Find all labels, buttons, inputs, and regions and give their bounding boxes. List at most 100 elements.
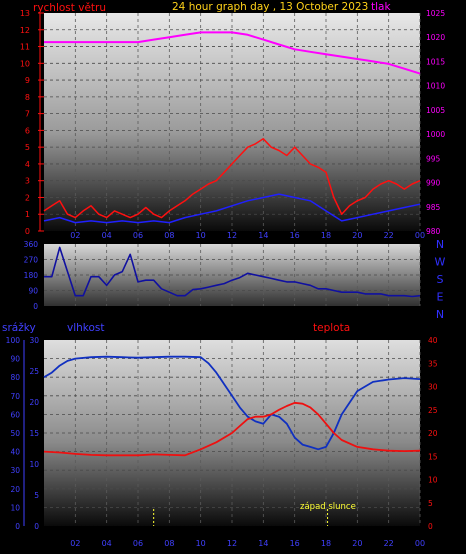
y-tick-label-rain: 20 bbox=[10, 485, 20, 494]
compass-label: W bbox=[435, 256, 446, 269]
x-tick-label: 14 bbox=[258, 539, 268, 548]
series-line-wind bbox=[43, 138, 421, 219]
x-tick-label: 00 bbox=[415, 539, 425, 548]
y-tick-label-temperature: 25 bbox=[428, 406, 438, 415]
y-tick-label-pressure: 1000 bbox=[426, 130, 445, 139]
y-tick-label-rain: 100 bbox=[6, 336, 21, 345]
rain-label: srážky bbox=[2, 322, 36, 334]
x-tick-label: 06 bbox=[133, 231, 143, 240]
x-tick-label: 04 bbox=[102, 231, 112, 240]
y-tick-label-humidity: 15 bbox=[29, 429, 39, 438]
compass-label: N bbox=[436, 308, 444, 321]
y-tick-label-humidity: 20 bbox=[29, 398, 39, 407]
pressure-label: tlak bbox=[371, 1, 391, 13]
x-tick-label: 12 bbox=[227, 231, 237, 240]
chart-title: 24 hour graph day , 13 October 2023 bbox=[172, 1, 368, 13]
y-tick-label-pressure: 1010 bbox=[426, 82, 445, 91]
y-tick-label-humidity: 5 bbox=[34, 491, 39, 500]
y-tick-label-wind: 2 bbox=[25, 193, 30, 202]
x-tick-label: 00 bbox=[415, 231, 425, 240]
x-tick-label: 08 bbox=[164, 231, 174, 240]
y-tick-label-humidity: 0 bbox=[34, 522, 39, 531]
x-tick-label: 06 bbox=[133, 539, 143, 548]
x-tick-label: 04 bbox=[102, 539, 112, 548]
y-tick-label-direction: 90 bbox=[28, 287, 38, 296]
wind-speed-label: rychlost větru bbox=[33, 2, 106, 14]
y-tick-label-wind: 12 bbox=[20, 26, 30, 35]
y-tick-label-pressure: 1020 bbox=[426, 33, 445, 42]
series-line-temperature bbox=[43, 401, 421, 457]
y-tick-label-temperature: 15 bbox=[428, 452, 438, 461]
series-line-pressure bbox=[44, 31, 421, 75]
x-tick-label: 12 bbox=[227, 539, 237, 548]
y-tick-label-direction: 0 bbox=[33, 302, 38, 311]
y-tick-label-temperature: 30 bbox=[428, 383, 438, 392]
x-tick-label: 18 bbox=[321, 231, 331, 240]
x-tick-label: 18 bbox=[321, 539, 331, 548]
compass-label: N bbox=[436, 238, 444, 251]
y-tick-label-wind: 13 bbox=[20, 9, 30, 18]
y-tick-label-rain: 0 bbox=[15, 522, 20, 531]
y-tick-label-direction: 360 bbox=[24, 240, 39, 249]
x-tick-label: 02 bbox=[70, 539, 80, 548]
y-tick-label-wind: 3 bbox=[25, 177, 30, 186]
x-tick-label: 20 bbox=[352, 539, 362, 548]
y-tick-label-temperature: 0 bbox=[428, 522, 433, 531]
temperature-label: teplota bbox=[313, 322, 350, 334]
y-tick-label-direction: 180 bbox=[24, 271, 39, 280]
y-tick-label-rain: 30 bbox=[10, 466, 20, 475]
y-tick-label-rain: 80 bbox=[10, 373, 20, 382]
y-tick-label-direction: 270 bbox=[24, 256, 39, 265]
x-tick-label: 14 bbox=[258, 231, 268, 240]
x-tick-label: 10 bbox=[196, 539, 206, 548]
x-tick-label: 02 bbox=[70, 231, 80, 240]
y-tick-label-wind: 4 bbox=[25, 160, 30, 169]
y-tick-label-wind: 8 bbox=[25, 93, 30, 102]
y-tick-label-wind: 9 bbox=[25, 76, 30, 85]
y-tick-label-pressure: 980 bbox=[426, 227, 441, 236]
series-line-gust bbox=[43, 193, 421, 224]
y-tick-label-rain: 70 bbox=[10, 392, 20, 401]
humidity-label: vlhkost bbox=[67, 322, 105, 334]
y-tick-label-temperature: 10 bbox=[428, 476, 438, 485]
x-tick-label: 20 bbox=[352, 231, 362, 240]
y-tick-label-humidity: 10 bbox=[29, 460, 39, 469]
y-tick-label-pressure: 1005 bbox=[426, 106, 445, 115]
y-tick-label-pressure: 990 bbox=[426, 179, 441, 188]
y-tick-label-rain: 40 bbox=[10, 448, 20, 457]
y-tick-label-temperature: 20 bbox=[428, 429, 438, 438]
y-tick-label-wind: 5 bbox=[25, 143, 30, 152]
series-line-direction bbox=[44, 246, 421, 298]
y-tick-label-pressure: 1025 bbox=[426, 9, 445, 18]
compass-label: E bbox=[437, 291, 444, 304]
x-tick-label: 08 bbox=[164, 539, 174, 548]
y-tick-label-humidity: 30 bbox=[29, 336, 39, 345]
y-tick-label-wind: 1 bbox=[25, 210, 30, 219]
x-tick-label: 16 bbox=[290, 231, 300, 240]
y-tick-label-rain: 90 bbox=[10, 355, 20, 364]
x-tick-label: 10 bbox=[196, 231, 206, 240]
y-tick-label-wind: 11 bbox=[20, 43, 30, 52]
compass-label: S bbox=[437, 273, 444, 286]
x-tick-label: 16 bbox=[290, 539, 300, 548]
y-tick-label-wind: 10 bbox=[20, 59, 30, 68]
y-tick-label-pressure: 995 bbox=[426, 154, 441, 163]
y-tick-label-wind: 6 bbox=[25, 126, 30, 135]
y-tick-label-temperature: 35 bbox=[428, 359, 438, 368]
y-tick-label-pressure: 985 bbox=[426, 203, 441, 212]
x-tick-label: 22 bbox=[384, 231, 394, 240]
y-tick-label-pressure: 1015 bbox=[426, 57, 445, 66]
y-tick-label-humidity: 25 bbox=[29, 367, 39, 376]
series-lines bbox=[43, 31, 421, 526]
x-tick-label: 22 bbox=[384, 539, 394, 548]
sunset-label: západ slunce bbox=[300, 502, 356, 512]
y-tick-label-rain: 50 bbox=[10, 429, 20, 438]
y-tick-label-temperature: 5 bbox=[428, 499, 433, 508]
y-tick-label-wind: 7 bbox=[25, 110, 30, 119]
y-tick-label-wind: 0 bbox=[25, 227, 30, 236]
y-tick-label-rain: 60 bbox=[10, 410, 20, 419]
y-tick-label-rain: 10 bbox=[10, 503, 20, 512]
